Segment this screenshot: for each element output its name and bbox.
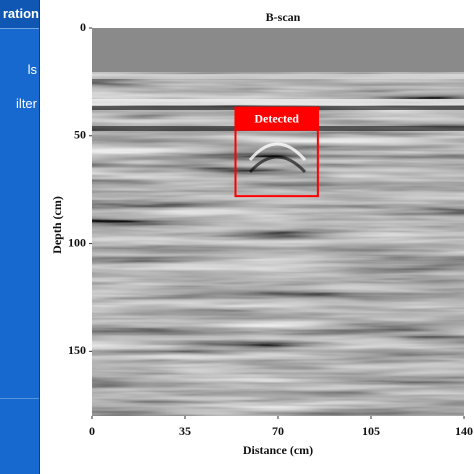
separator — [0, 398, 39, 399]
x-tick-label: 70 — [272, 424, 284, 438]
y-tick-label: 150 — [68, 343, 86, 357]
x-tick-label: 0 — [89, 424, 95, 438]
x-axis-label: Distance (cm) — [243, 443, 313, 457]
detection-label: Detected — [254, 112, 299, 126]
sidebar-item[interactable]: ls — [27, 62, 37, 77]
scan-air — [92, 28, 464, 72]
y-tick-label: 100 — [68, 235, 86, 249]
hyperbola — [248, 142, 307, 161]
y-tick-label: 0 — [80, 20, 86, 34]
detection-label-bg — [234, 106, 319, 131]
y-axis-label: Depth (cm) — [50, 196, 64, 254]
x-tick-label: 35 — [179, 424, 191, 438]
x-tick-label: 140 — [455, 424, 473, 438]
scan-band — [92, 99, 464, 105]
y-tick-label: 50 — [74, 128, 86, 142]
x-tick-label: 105 — [362, 424, 380, 438]
sidebar-header[interactable]: ration — [0, 0, 39, 29]
chart-title: B-scan — [266, 10, 301, 24]
sidebar-item[interactable]: ilter — [16, 96, 37, 111]
sidebar: ration ls ilter — [0, 0, 40, 474]
scan-texture — [92, 28, 464, 416]
hyperbola — [248, 155, 307, 174]
scan-band — [92, 74, 464, 79]
